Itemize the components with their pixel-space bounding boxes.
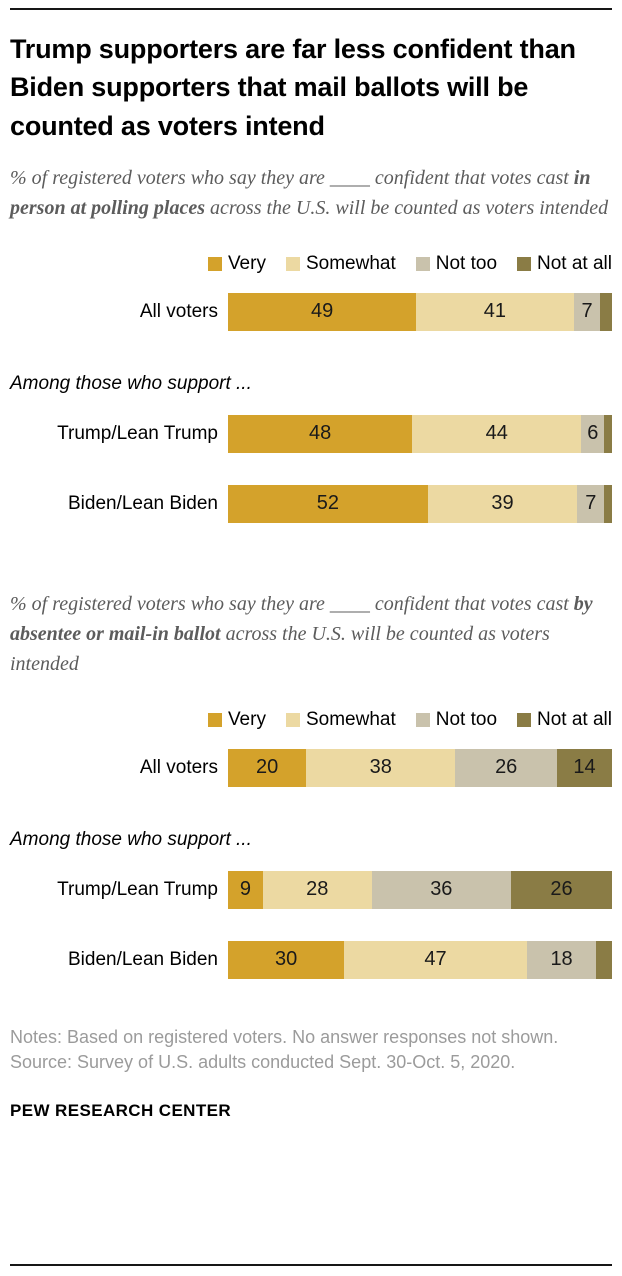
bar-segment bbox=[604, 414, 612, 453]
subtitle-suffix: across the U.S. will be counted as voter… bbox=[10, 622, 550, 675]
legend-label: Very bbox=[227, 252, 266, 274]
chart-subtitle-mail-ballot: % of registered voters who say they are … bbox=[10, 589, 612, 679]
row-label: All voters bbox=[139, 756, 218, 778]
legend-item-not-too: Not too bbox=[415, 708, 498, 731]
bar-segment: 36 bbox=[371, 870, 512, 909]
source-line: Source: Survey of U.S. adults conducted … bbox=[10, 1052, 516, 1073]
stacked-bar: 49 41 7 bbox=[228, 292, 612, 331]
bar-segment: 48 bbox=[228, 414, 413, 453]
bar-segment: 26 bbox=[455, 748, 558, 787]
row-label: Trump/Lean Trump bbox=[57, 422, 218, 444]
chart-subtitle-in-person: % of registered voters who say they are … bbox=[10, 163, 612, 223]
legend-swatch bbox=[415, 256, 430, 271]
legend-item-somewhat: Somewhat bbox=[285, 708, 396, 731]
bar-rows-supporters: Trump/Lean Trump 48 44 6 Biden/Lean Biden 52 3… bbox=[10, 414, 612, 523]
bar-row: All voters 20 38 26 14 bbox=[10, 748, 612, 787]
chart-section-in-person: % of registered voters who say they are … bbox=[10, 147, 612, 523]
legend-swatch bbox=[207, 712, 222, 727]
bar-segment: 52 bbox=[228, 484, 428, 523]
bar-segment: 49 bbox=[228, 292, 417, 331]
bar-rows-supporters: Trump/Lean Trump 9 28 36 26 Biden/Lean Biden 3… bbox=[10, 870, 612, 979]
bar-segment: 14 bbox=[557, 748, 612, 787]
legend-swatch bbox=[517, 256, 532, 271]
bar-segment: 41 bbox=[416, 292, 574, 331]
row-label: All voters bbox=[139, 300, 218, 322]
legend-swatch bbox=[285, 712, 300, 727]
legend: Very Somewhat Not too Not at all bbox=[10, 709, 612, 731]
bar-segment: 7 bbox=[573, 292, 601, 331]
legend-swatch bbox=[517, 712, 532, 727]
bar-segment: 39 bbox=[427, 484, 578, 523]
bar-segment: 20 bbox=[228, 748, 307, 787]
legend: Very Somewhat Not too Not at all bbox=[10, 253, 612, 275]
row-label: Trump/Lean Trump bbox=[57, 878, 218, 900]
stacked-bar: 9 28 36 26 bbox=[228, 870, 612, 909]
legend-item-very: Very bbox=[207, 252, 266, 275]
legend-swatch bbox=[207, 256, 222, 271]
legend-swatch bbox=[415, 712, 430, 727]
notes: Notes: Based on registered voters. No an… bbox=[10, 1025, 612, 1075]
bar-segment: 6 bbox=[581, 414, 605, 453]
bar-rows-all-voters: All voters 20 38 26 14 bbox=[10, 748, 612, 787]
page-title: Trump supporters are far less confident … bbox=[10, 34, 576, 141]
legend-item-very: Very bbox=[207, 708, 266, 731]
legend-item-not-at-all: Not at all bbox=[517, 709, 612, 731]
subtitle-bold: by absentee or mail-in ballot bbox=[10, 592, 593, 645]
subtitle-prefix: % of registered voters who say they are … bbox=[10, 592, 574, 615]
legend-label: Very bbox=[227, 708, 266, 730]
legend-label: Somewhat bbox=[305, 252, 396, 274]
chart-section-mail-ballot: % of registered voters who say they are … bbox=[10, 573, 612, 979]
bar-segment: 47 bbox=[344, 940, 527, 979]
stacked-bar: 48 44 6 bbox=[228, 414, 612, 453]
bar-segment bbox=[604, 484, 612, 523]
legend-item-not-too: Not too bbox=[415, 252, 498, 275]
bar-row: Biden/Lean Biden 30 47 18 bbox=[10, 940, 612, 979]
bar-segment: 44 bbox=[412, 414, 582, 453]
brand-footer: PEW RESEARCH CENTER bbox=[10, 1101, 232, 1121]
bar-segment: 38 bbox=[306, 748, 456, 787]
legend-label: Not too bbox=[435, 252, 498, 274]
legend-swatch bbox=[285, 256, 300, 271]
legend-label: Not at all bbox=[537, 708, 612, 730]
subtitle-prefix: % of registered voters who say they are … bbox=[10, 166, 574, 189]
legend-label: Somewhat bbox=[305, 708, 396, 730]
bar-segment: 7 bbox=[577, 484, 605, 523]
bar-segment: 30 bbox=[228, 940, 345, 979]
subtitle-suffix: across the U.S. will be counted as voter… bbox=[205, 196, 609, 219]
bottom-rule bbox=[10, 1264, 612, 1266]
legend-item-not-at-all: Not at all bbox=[517, 253, 612, 275]
row-label: Biden/Lean Biden bbox=[67, 492, 218, 514]
top-rule bbox=[10, 8, 612, 10]
section-label: Among those who support ... bbox=[10, 372, 252, 394]
bar-row: Trump/Lean Trump 48 44 6 bbox=[10, 414, 612, 453]
legend-item-somewhat: Somewhat bbox=[285, 252, 396, 275]
bar-segment bbox=[600, 292, 612, 331]
legend-label: Not at all bbox=[537, 252, 612, 274]
bar-segment: 28 bbox=[262, 870, 372, 909]
bar-row: Biden/Lean Biden 52 39 7 bbox=[10, 484, 612, 523]
row-label: Biden/Lean Biden bbox=[67, 948, 218, 970]
subtitle-bold: in person at polling places bbox=[10, 166, 591, 219]
bar-segment: 18 bbox=[526, 940, 597, 979]
bar-segment bbox=[596, 940, 612, 979]
notes-line: Notes: Based on registered voters. No an… bbox=[10, 1026, 559, 1047]
section-label: Among those who support ... bbox=[10, 828, 252, 850]
stacked-bar: 52 39 7 bbox=[228, 484, 612, 523]
bar-row: Trump/Lean Trump 9 28 36 26 bbox=[10, 870, 612, 909]
bar-rows-all-voters: All voters 49 41 7 bbox=[10, 292, 612, 331]
stacked-bar: 20 38 26 14 bbox=[228, 748, 612, 787]
bar-segment: 26 bbox=[511, 870, 612, 909]
legend-label: Not too bbox=[435, 708, 498, 730]
bar-row: All voters 49 41 7 bbox=[10, 292, 612, 331]
bar-segment: 9 bbox=[228, 870, 263, 909]
stacked-bar: 30 47 18 bbox=[228, 940, 612, 979]
